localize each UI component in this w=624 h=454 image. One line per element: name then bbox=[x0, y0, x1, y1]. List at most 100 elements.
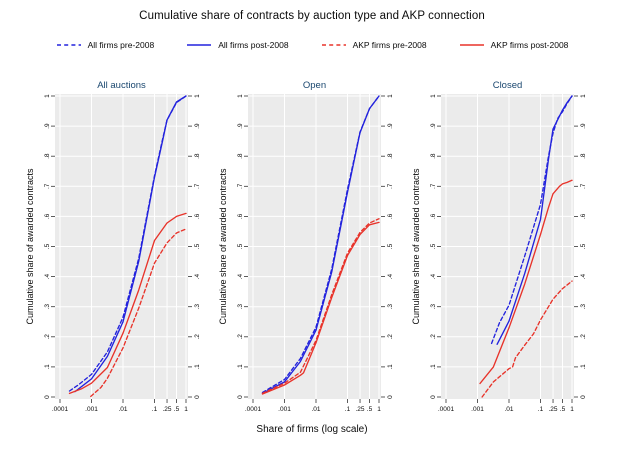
y-tick-label-left: .3 bbox=[237, 304, 244, 310]
y-tick-label-left: .6 bbox=[430, 213, 437, 219]
x-axis-title: Share of firms (log scale) bbox=[256, 424, 368, 435]
figure-title: Cumulative share of contracts by auction… bbox=[139, 10, 485, 22]
legend-line-sample bbox=[459, 44, 484, 46]
x-tick-label: .1 bbox=[345, 406, 351, 413]
y-tick-label-right: .5 bbox=[194, 243, 201, 249]
y-tick-label-right: .4 bbox=[580, 274, 587, 280]
x-tick-label: .01 bbox=[504, 406, 513, 413]
x-tick-label: .0001 bbox=[52, 406, 69, 413]
panel-all-auctions: 0 0 .1 .1 .2 .2 .3 .3 .4 .4 .5 .5 .6 .6 .7 .7 .8 .8 .9 .9 1 1… bbox=[25, 80, 201, 413]
y-tick-label-right: .2 bbox=[387, 334, 394, 340]
x-tick-label: .0001 bbox=[438, 406, 455, 413]
legend-line-sample bbox=[321, 44, 346, 46]
y-tick-label-right: .7 bbox=[194, 183, 201, 189]
y-tick-label-right: .2 bbox=[194, 334, 201, 340]
y-tick-label-left: .9 bbox=[237, 123, 244, 129]
y-tick-label-right: .3 bbox=[194, 304, 201, 310]
x-tick-label: 1 bbox=[184, 406, 188, 413]
y-tick-label-left: .5 bbox=[430, 243, 437, 249]
y-tick-label-left: .1 bbox=[237, 364, 244, 370]
curve-akp-firms-post-2008 bbox=[479, 179, 573, 385]
x-tick-label: .1 bbox=[538, 406, 544, 413]
y-tick-label-right: .1 bbox=[580, 364, 587, 370]
y-axis-title: Cumulative share of awarded contracts bbox=[411, 168, 421, 325]
x-tick-label: .001 bbox=[278, 406, 291, 413]
y-tick-label-right: .6 bbox=[387, 213, 394, 219]
y-tick-label-right: .8 bbox=[194, 153, 201, 159]
y-tick-label-right: .4 bbox=[387, 274, 394, 280]
y-tick-label-left: .8 bbox=[237, 153, 244, 159]
curve-akp-firms-pre-2008 bbox=[90, 228, 187, 398]
y-tick-label-right: .7 bbox=[580, 183, 587, 189]
y-tick-label-left: .7 bbox=[44, 183, 51, 189]
curve-akp-firms-pre-2008 bbox=[261, 218, 380, 395]
y-tick-label-right: .9 bbox=[580, 123, 587, 129]
x-tick-label: .5 bbox=[174, 406, 180, 413]
y-tick-label-left: .6 bbox=[237, 213, 244, 219]
y-axis-title: Cumulative share of awarded contracts bbox=[218, 168, 228, 325]
y-tick-label-right: 0 bbox=[387, 395, 394, 399]
y-tick-label-left: 1 bbox=[237, 94, 244, 98]
legend-line-sample bbox=[187, 44, 212, 46]
y-tick-label-right: .4 bbox=[194, 274, 201, 280]
panel-title: Closed bbox=[493, 80, 523, 91]
chart-canvas: 0 0 .1 .1 .2 .2 .3 .3 .4 .4 .5 .5 .6 .6 .7 .7 .8 .8 .9 .9 1 1… bbox=[25, 80, 587, 413]
y-tick-label-right: 0 bbox=[194, 395, 201, 399]
y-tick-label-left: .7 bbox=[430, 183, 437, 189]
y-tick-label-right: .9 bbox=[194, 123, 201, 129]
x-tick-label: .01 bbox=[118, 406, 127, 413]
curve-akp-firms-pre-2008 bbox=[481, 280, 573, 398]
y-tick-label-left: 0 bbox=[237, 395, 244, 399]
y-tick-label-right: .5 bbox=[387, 243, 394, 249]
legend-label: AKP firms post-2008 bbox=[490, 40, 569, 50]
y-tick-label-right: .2 bbox=[580, 334, 587, 340]
y-tick-label-left: 1 bbox=[44, 94, 51, 98]
y-tick-label-left: .6 bbox=[44, 213, 51, 219]
x-tick-label: .1 bbox=[152, 406, 158, 413]
legend-item-akp-firms-pre-2008: AKP firms pre-2008 bbox=[321, 40, 427, 50]
y-tick-label-left: 1 bbox=[430, 94, 437, 98]
x-tick-label: .5 bbox=[560, 406, 566, 413]
y-tick-label-left: .1 bbox=[430, 364, 437, 370]
y-tick-label-left: .4 bbox=[237, 274, 244, 280]
y-tick-label-left: .9 bbox=[44, 123, 51, 129]
legend-label: All firms post-2008 bbox=[218, 40, 289, 50]
x-tick-label: .25 bbox=[356, 406, 365, 413]
x-tick-label: .01 bbox=[311, 406, 320, 413]
x-tick-label: .25 bbox=[163, 406, 172, 413]
y-tick-label-left: .3 bbox=[44, 304, 51, 310]
y-tick-label-left: .2 bbox=[430, 334, 437, 340]
y-tick-label-right: .5 bbox=[580, 243, 587, 249]
y-tick-label-left: .2 bbox=[237, 334, 244, 340]
y-tick-label-right: .8 bbox=[580, 153, 587, 159]
y-tick-label-right: .6 bbox=[580, 213, 587, 219]
y-tick-label-left: 0 bbox=[430, 395, 437, 399]
y-tick-label-right: .3 bbox=[580, 304, 587, 310]
panel-title: Open bbox=[303, 80, 326, 91]
x-tick-label: .5 bbox=[367, 406, 373, 413]
y-tick-label-right: .1 bbox=[194, 364, 201, 370]
x-tick-label: 1 bbox=[377, 406, 381, 413]
y-tick-label-right: 1 bbox=[387, 94, 394, 98]
y-tick-label-left: .1 bbox=[44, 364, 51, 370]
legend-line-sample bbox=[56, 44, 81, 46]
y-tick-label-left: .4 bbox=[44, 274, 51, 280]
panel-closed: 0 0 .1 .1 .2 .2 .3 .3 .4 .4 .5 .5 .6 .6 .7 .7 .8 .8 .9 .9 1 1… bbox=[411, 80, 587, 413]
y-tick-label-right: .6 bbox=[194, 213, 201, 219]
y-tick-label-left: .9 bbox=[430, 123, 437, 129]
y-tick-label-left: .5 bbox=[237, 243, 244, 249]
curve-all-firms-post-2008 bbox=[74, 95, 187, 393]
y-tick-label-right: 1 bbox=[194, 94, 201, 98]
x-tick-label: 1 bbox=[570, 406, 574, 413]
legend-item-all-firms-post-2008: All firms post-2008 bbox=[186, 40, 289, 50]
y-tick-label-right: .9 bbox=[387, 123, 394, 129]
legend-item-akp-firms-post-2008: AKP firms post-2008 bbox=[459, 40, 569, 50]
x-tick-label: .001 bbox=[85, 406, 98, 413]
panel-title: All auctions bbox=[97, 80, 146, 91]
legend-label: All firms pre-2008 bbox=[87, 40, 155, 50]
x-tick-label: .001 bbox=[471, 406, 484, 413]
curve-akp-firms-post-2008 bbox=[261, 221, 380, 395]
y-tick-label-left: .2 bbox=[44, 334, 51, 340]
curve-all-firms-post-2008 bbox=[261, 95, 380, 395]
